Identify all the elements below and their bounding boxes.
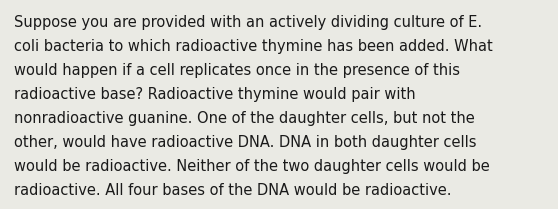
Text: other, would have radioactive DNA. DNA in both daughter cells: other, would have radioactive DNA. DNA i… (14, 135, 477, 150)
Text: nonradioactive guanine. One of the daughter cells, but not the: nonradioactive guanine. One of the daugh… (14, 111, 475, 126)
Text: coli bacteria to which radioactive thymine has been added. What: coli bacteria to which radioactive thymi… (14, 39, 493, 54)
Text: radioactive base? Radioactive thymine would pair with: radioactive base? Radioactive thymine wo… (14, 87, 416, 102)
Text: Suppose you are provided with an actively dividing culture of E.: Suppose you are provided with an activel… (14, 15, 482, 30)
Text: radioactive. All four bases of the DNA would be radioactive.: radioactive. All four bases of the DNA w… (14, 183, 451, 198)
Text: would happen if a cell replicates once in the presence of this: would happen if a cell replicates once i… (14, 63, 460, 78)
Text: would be radioactive. Neither of the two daughter cells would be: would be radioactive. Neither of the two… (14, 159, 490, 174)
